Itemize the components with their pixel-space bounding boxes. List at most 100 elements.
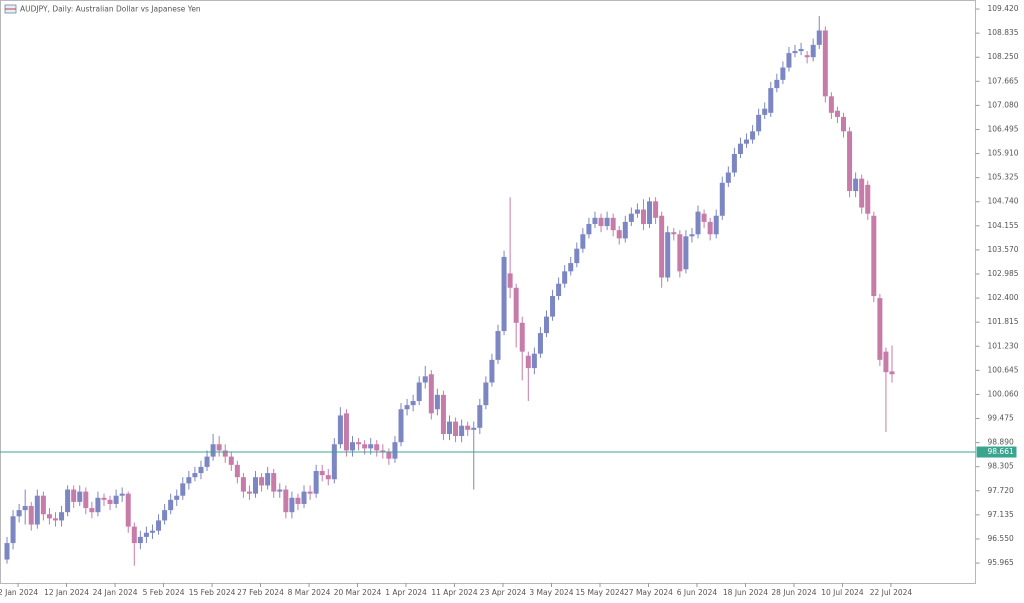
candle-body — [792, 51, 798, 54]
y-tick-label: 98.305 — [988, 462, 1014, 471]
candle-body — [228, 456, 234, 465]
candle-body — [101, 497, 107, 500]
x-tick-label: 27 May 2024 — [624, 588, 673, 597]
candle-body — [798, 48, 804, 52]
x-tick-label: 22 Jul 2024 — [870, 588, 913, 597]
candle-body — [671, 232, 677, 235]
x-tick-label: 12 Jan 2024 — [44, 588, 89, 597]
candle-body — [143, 532, 149, 537]
candle-body — [59, 512, 65, 521]
x-tick-label: 28 Jun 2024 — [771, 588, 816, 597]
y-tick-label: 101.230 — [988, 341, 1019, 350]
y-tick-label: 104.740 — [988, 197, 1019, 206]
candle-body — [52, 518, 58, 521]
candle-body — [453, 421, 459, 437]
candle-body — [362, 444, 368, 449]
candle-body — [707, 221, 713, 235]
y-tick-label: 103.570 — [988, 245, 1019, 254]
candle-body — [531, 353, 537, 369]
candle-body — [222, 450, 228, 457]
candle-body — [574, 248, 580, 264]
candle-body — [471, 427, 477, 430]
candle-body — [834, 110, 840, 117]
candle-body — [568, 263, 574, 272]
candle-body — [744, 139, 750, 144]
candle-body — [586, 223, 592, 235]
candle-body — [10, 516, 16, 544]
candle-body — [774, 79, 780, 89]
candle-body — [168, 499, 174, 511]
y-tick-label: 97.135 — [988, 510, 1014, 519]
candle-body — [550, 296, 556, 317]
candle-body — [841, 116, 847, 132]
candle-body — [737, 143, 743, 154]
candle-body — [210, 444, 216, 457]
y-tick-label: 100.645 — [988, 365, 1019, 374]
candle-body — [107, 499, 113, 504]
candle-body — [398, 409, 404, 443]
candle-body — [331, 444, 337, 480]
candle-body — [816, 30, 822, 45]
candle-body — [810, 44, 816, 58]
chart-title: AUDJPY, Daily: Australian Dollar vs Japa… — [20, 5, 201, 14]
candle-body — [95, 497, 101, 513]
x-tick-label: 15 May 2024 — [576, 588, 625, 597]
candle-body — [234, 464, 240, 478]
y-tick-label: 108.835 — [988, 28, 1019, 37]
candle-body — [677, 234, 683, 272]
y-tick-label: 101.815 — [988, 317, 1019, 326]
candle-body — [731, 153, 737, 173]
candle-body — [483, 382, 489, 406]
candle-body — [192, 473, 198, 478]
candle-body — [622, 221, 628, 239]
y-tick-label: 96.550 — [988, 534, 1014, 543]
candle-body — [853, 178, 859, 192]
x-tick-label: 24 Jan 2024 — [93, 588, 138, 597]
candle-body — [162, 510, 168, 521]
candle-body — [131, 526, 137, 544]
candle-body — [543, 316, 549, 334]
candle-body — [246, 491, 252, 494]
candle-body — [489, 359, 495, 383]
candle-body — [701, 213, 707, 222]
y-tick-label: 105.325 — [988, 173, 1019, 182]
candle-body — [871, 215, 877, 297]
candle-body — [368, 444, 374, 449]
candle-body — [828, 96, 834, 113]
candle-body — [616, 230, 622, 239]
candle-body — [404, 405, 410, 410]
candle-body — [604, 217, 610, 227]
y-tick-label: 109.420 — [988, 4, 1019, 13]
x-tick-label: 2 Jan 2024 — [0, 588, 38, 597]
candle-body — [537, 333, 543, 354]
candle-body — [780, 67, 786, 80]
x-tick-label: 27 Feb 2024 — [237, 588, 284, 597]
candle-body — [386, 452, 392, 459]
candle-body — [865, 184, 871, 214]
candle-body — [16, 510, 22, 517]
x-tick-label: 23 Apr 2024 — [480, 588, 527, 597]
candle-body — [46, 514, 52, 519]
candle-body — [119, 493, 125, 496]
y-tick-label: 95.965 — [988, 558, 1014, 567]
candle-body — [804, 55, 810, 58]
candle-body — [659, 215, 665, 278]
candle-body — [271, 473, 277, 492]
candle-body — [883, 351, 889, 373]
y-tick-label: 98.890 — [988, 438, 1014, 447]
candle-body — [592, 217, 598, 224]
candle-body — [240, 477, 246, 492]
candle-body — [683, 236, 689, 270]
candle-body — [695, 211, 701, 235]
candle-body — [847, 131, 853, 192]
candle-body — [495, 331, 501, 360]
candle-body — [598, 217, 604, 227]
y-tick-label: 102.400 — [988, 293, 1019, 302]
candle-body — [295, 497, 301, 504]
candle-body — [459, 425, 465, 437]
candle-body — [137, 536, 143, 544]
y-tick-label: 104.155 — [988, 221, 1019, 230]
candle-body — [713, 215, 719, 235]
x-tick-label: 8 Mar 2024 — [288, 588, 331, 597]
